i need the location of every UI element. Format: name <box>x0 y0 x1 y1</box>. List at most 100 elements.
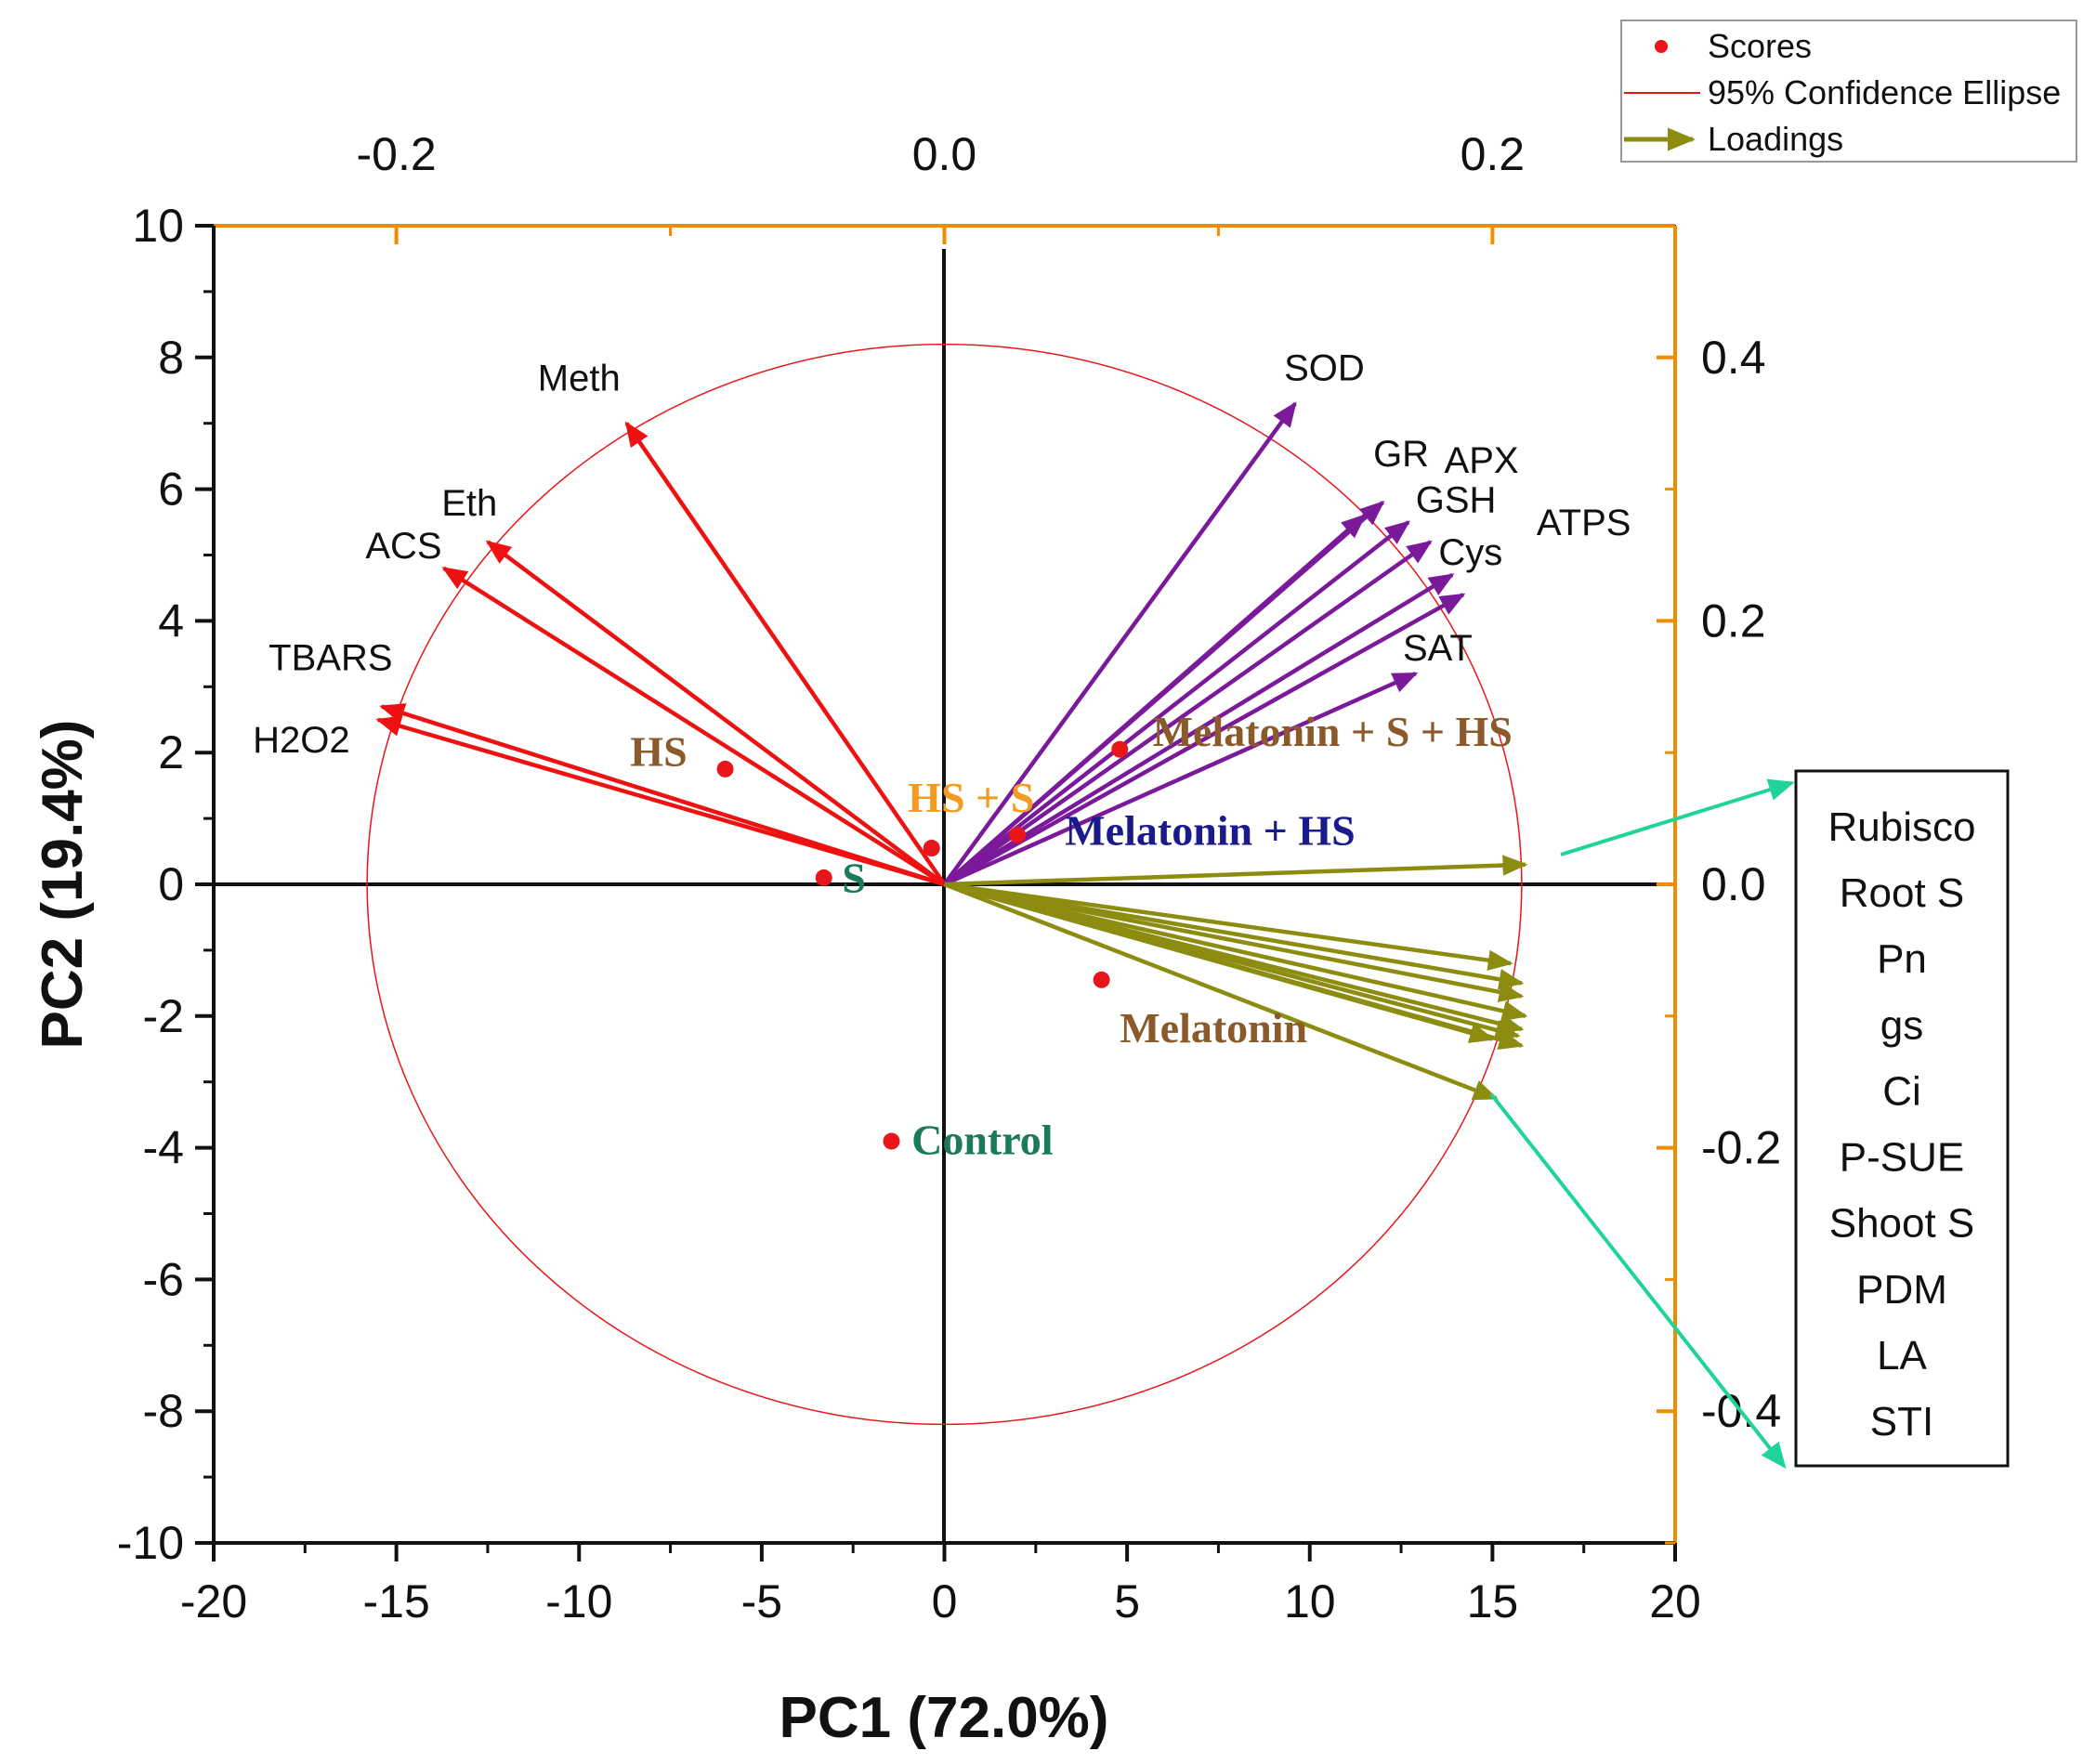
score-point <box>1093 971 1110 988</box>
callout-label: STI <box>1870 1399 1933 1444</box>
loading-arrow-h2o2 <box>375 715 946 887</box>
right-tick-label: 0.4 <box>1701 332 1766 384</box>
y-axis-title: PC2 (19.4%) <box>31 720 95 1050</box>
callout-label: Pn <box>1877 936 1927 982</box>
top-tick-label: -0.2 <box>357 128 437 180</box>
callout-arrow-lower <box>1489 1092 1787 1470</box>
loading-arrow-gsh <box>943 520 1411 886</box>
legend-box <box>1620 20 2077 163</box>
y-tick-label: 4 <box>158 595 184 647</box>
y-tick-label: -10 <box>117 1517 184 1569</box>
loading-label: SOD <box>1284 348 1365 389</box>
x-tick-label: 15 <box>1467 1575 1519 1627</box>
score-point <box>923 840 940 857</box>
loading-arrow-apx <box>943 501 1385 886</box>
score-point <box>815 869 832 886</box>
legend: Scores 95% Confidence Ellipse Loadings <box>1620 20 2077 163</box>
loading-label: ACS <box>365 526 441 567</box>
x-axis-title: PC1 (72.0%) <box>779 1686 1109 1750</box>
loading-label: ATPS <box>1537 503 1631 543</box>
y-tick-label: 6 <box>158 464 184 516</box>
loading-arrow-sod <box>942 401 1297 886</box>
loading-arrow-rubisco <box>944 855 1528 887</box>
right-tick-label: 0.0 <box>1701 858 1766 910</box>
confidence-ellipse <box>366 343 1523 1426</box>
y-tick-label: 10 <box>132 200 184 252</box>
x-tick-label: 5 <box>1114 1575 1140 1627</box>
y-tick-label: 2 <box>158 726 184 778</box>
score-label: HS + S <box>908 774 1034 821</box>
x-tick-label: -15 <box>362 1575 429 1627</box>
scores-layer: HS HS + S S Melatonin + S + HS Melatonin + H… <box>630 708 1513 1164</box>
callout-label: Shoot S <box>1829 1201 1975 1247</box>
callout-label: LA <box>1877 1333 1927 1379</box>
loading-label: GR <box>1373 434 1429 475</box>
x-tick-label: 20 <box>1649 1575 1701 1627</box>
ellipse-layer <box>366 343 1523 1426</box>
loading-arrow-la <box>943 882 1525 1050</box>
callout-label: gs <box>1880 1002 1923 1048</box>
loading-arrow-pn <box>944 882 1525 990</box>
score-label: HS <box>630 727 687 775</box>
loading-arrow-ci <box>944 882 1528 1022</box>
loading-arrow-cys <box>943 540 1433 886</box>
callout-label: Root S <box>1840 870 1965 916</box>
score-label: S <box>842 855 866 902</box>
loading-arrow-acs <box>441 566 946 886</box>
callout-arrow-upper <box>1560 778 1795 856</box>
loading-label: Meth <box>538 358 621 399</box>
loading-arrow-root-s <box>944 882 1513 971</box>
callout-label: P-SUE <box>1840 1135 1964 1181</box>
score-label: Melatonin <box>1120 1004 1307 1052</box>
callout-labels: Rubisco Root S Pn gs Ci P-SUE Shoot S PDM LA STI <box>1828 804 1976 1444</box>
loading-arrow-sat <box>943 672 1419 887</box>
loading-label: SAT <box>1403 628 1473 669</box>
callout-box <box>1794 769 2010 1468</box>
score-point <box>1009 826 1027 843</box>
score-label: Melatonin + HS <box>1065 806 1355 854</box>
x-tick-label: 10 <box>1284 1575 1336 1627</box>
callout-label: PDM <box>1856 1267 1947 1313</box>
loading-label: H2O2 <box>253 720 350 761</box>
y-tick-label: -8 <box>143 1385 184 1437</box>
loading-arrow-meth <box>624 421 947 886</box>
loading-group-callout: Rubisco Root S Pn gs Ci P-SUE Shoot S PDM LA STI <box>1489 769 2010 1470</box>
score-point <box>1111 740 1129 758</box>
callout-label: Rubisco <box>1828 804 1976 850</box>
right-tick-label: -0.2 <box>1701 1122 1781 1174</box>
loading-label: APX <box>1445 440 1519 481</box>
y-tick-label: -4 <box>143 1122 184 1174</box>
y-tick-label: 8 <box>158 332 184 384</box>
loading-arrow-sti <box>943 882 1499 1101</box>
legend-loadings-label: Loadings <box>1708 120 1843 158</box>
x-tick-label: -5 <box>741 1575 782 1627</box>
score-point <box>716 760 734 777</box>
loading-label: TBARS <box>269 638 392 679</box>
top-tick-label: 0.0 <box>912 128 977 180</box>
top-tick-label: 0.2 <box>1461 128 1526 180</box>
loading-label: Cys <box>1438 532 1502 573</box>
y-tick-label: -6 <box>143 1253 184 1305</box>
loading-label: Eth <box>441 483 497 524</box>
loading-label: GSH <box>1416 479 1497 520</box>
y-tick-label: -2 <box>143 990 184 1042</box>
loading-arrow-tbars <box>379 703 946 887</box>
x-tick-label: -20 <box>180 1575 247 1627</box>
loading-arrow-gs <box>944 882 1525 1002</box>
right-tick-label: 0.2 <box>1701 595 1766 647</box>
score-point <box>883 1132 900 1150</box>
score-label: Melatonin + S + HS <box>1153 708 1513 755</box>
loading-arrow-eth <box>485 540 946 886</box>
loading-arrow <box>943 593 1466 886</box>
legend-ellipse-label: 95% Confidence Ellipse <box>1708 73 2061 111</box>
loading-arrow-atps <box>943 572 1455 886</box>
legend-scores-label: Scores <box>1708 27 1812 65</box>
y-tick-label: 0 <box>158 858 184 910</box>
score-label: Control <box>911 1117 1053 1164</box>
legend-scores-marker <box>1655 40 1668 53</box>
x-tick-label: 0 <box>932 1575 958 1627</box>
x-tick-label: -10 <box>545 1575 612 1627</box>
callout-label: Ci <box>1882 1068 1921 1114</box>
